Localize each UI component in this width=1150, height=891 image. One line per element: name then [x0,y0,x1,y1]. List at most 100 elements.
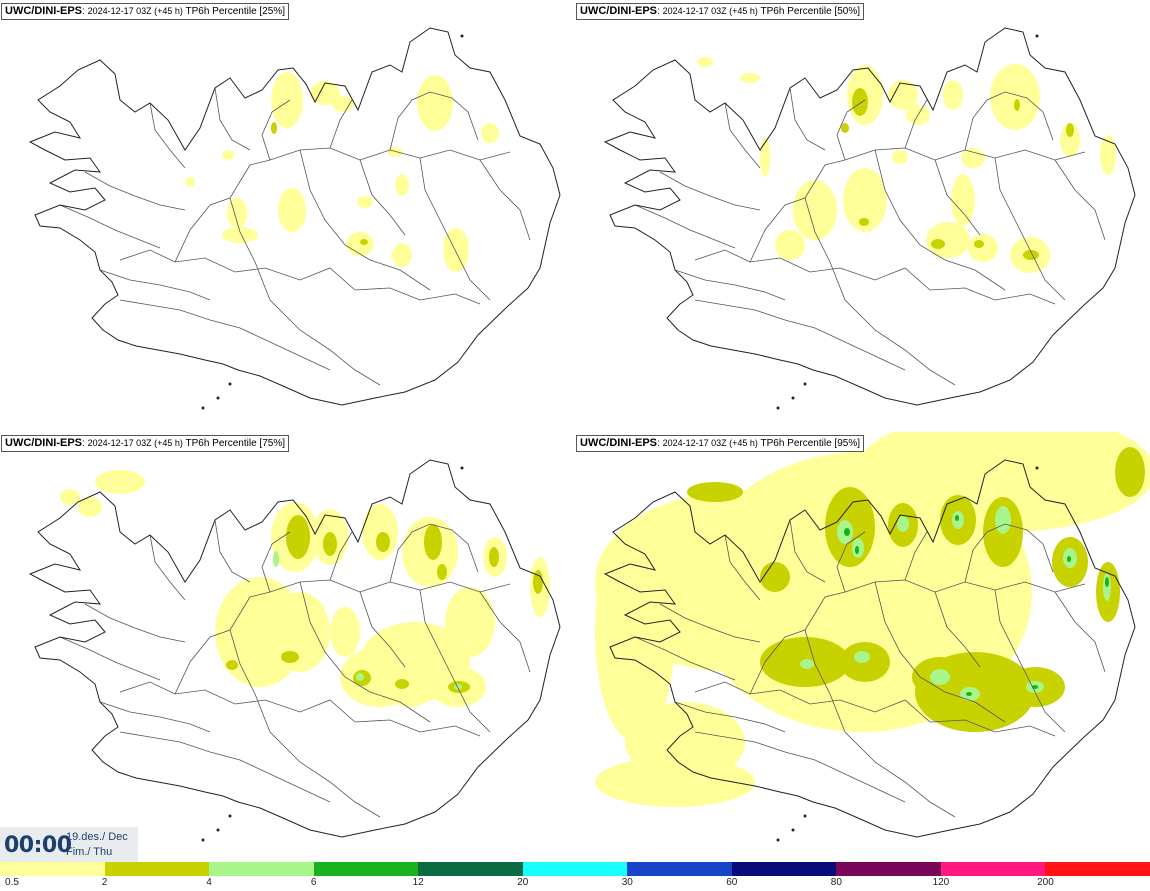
island-dot [791,396,795,400]
precip-area-light [740,73,760,83]
iceland-map-p75 [28,459,561,842]
precip-area-light [222,150,234,160]
boundary-line [694,731,906,803]
iceland-map-p25 [28,27,561,410]
precip-area-mid [226,660,238,670]
precip-area-mid [360,239,368,245]
legend-swatch [836,862,941,876]
legend-tick-label: 60 [726,877,738,888]
legend-swatch [940,862,1046,876]
precip-area-light [357,196,373,208]
boundary-line [119,299,331,371]
precip-area-mid [286,515,310,559]
boundary-line [99,269,211,301]
boundary-line [59,636,161,681]
precip-area-light [855,432,1150,532]
legend-tick-label: 200 [1037,877,1054,888]
boundary-line [174,147,511,263]
precip-area-light [1060,123,1080,157]
precip-area-light [362,504,398,560]
coastline [28,459,561,838]
precip-area-light [95,470,145,494]
map-panel-p25: UWC/DINI-EPS: 2024-12-17 03Z (+45 h) TP6… [0,0,575,430]
island-dot [228,814,232,818]
precip-area-peak [855,546,859,554]
precip-area-light [185,177,195,187]
boundary-line [59,204,161,249]
boundary-line [934,159,981,236]
precip-color-scale [0,862,1150,876]
precip-area-mid [841,123,849,133]
panel-title: UWC/DINI-EPS: 2024-12-17 03Z (+45 h) TP6… [576,3,864,20]
precip-area-peak [1067,556,1071,562]
precip-area-light [775,230,805,260]
precip-area-light [892,150,908,164]
legend-tick-label: 80 [830,877,842,888]
boundary-line [389,523,479,583]
boundary-line [389,91,479,151]
legend-tick-label: 4 [206,877,212,888]
legend-swatch [1045,862,1150,876]
boundary-line [329,531,353,581]
boundary-line [229,629,381,818]
precip-area-light [278,188,306,232]
precip-area-high [800,659,814,669]
island-dot [460,466,464,470]
precip-area-light [395,174,409,196]
precip-area-mid [437,564,447,580]
precip-area-light [392,243,412,267]
iceland-map-p50 [603,27,1136,410]
boundary-line [229,197,381,386]
boundary-line [836,531,866,593]
precip-area-mid [323,532,337,556]
boundary-line [904,99,928,149]
boundary-line [299,581,431,723]
precip-area-light [951,174,975,226]
map-panel-p75: UWC/DINI-EPS: 2024-12-17 03Z (+45 h) TP6… [0,432,575,862]
precip-area-light [445,587,495,657]
valid-time-box: 00:00 19.des./ Dec Fim./ Thu [0,827,138,863]
precip-area-light [968,234,998,262]
iceland-map-p95 [595,432,1150,842]
boundary-line [694,299,906,371]
precip-area-mid [395,679,409,689]
coastline [603,459,1136,838]
boundary-line [419,589,491,733]
boundary-line [261,99,291,161]
precip-area-light [332,96,354,112]
boundary-line [804,197,956,386]
boundary-line [214,519,251,583]
boundary-line [659,603,761,643]
precip-area-light [222,227,258,243]
boundary-line [479,591,531,673]
island-dot [216,396,220,400]
island-dot [1035,466,1039,470]
legend-tick-label: 120 [932,877,950,888]
boundary-line [804,629,956,818]
island-dot [460,34,464,38]
precip-area-light [387,147,403,157]
precip-area-mid [424,524,442,560]
boundary-line [359,591,406,668]
precip-area-light [961,148,985,168]
precip-area-high [897,516,909,532]
boundary-line [789,519,826,583]
island-dot [201,406,205,410]
precip-area-light [595,522,675,742]
boundary-line [299,149,431,291]
legend-swatch [418,862,523,876]
island-dot [776,838,780,842]
precip-area-light [793,180,837,240]
boundary-line [149,102,186,169]
precip-area-light [417,75,453,131]
boundary-line [874,581,1006,723]
legend-swatch [731,862,837,876]
precip-area-mid [376,532,390,552]
valid-weekday: Fim./ Thu [66,846,113,858]
island-dot [803,814,807,818]
boundary-line [724,534,761,601]
precip-area-mid [1066,123,1074,137]
legend-tick-label: 2 [101,877,108,888]
precip-area-mid [281,651,299,663]
precip-area-mid [489,547,499,567]
